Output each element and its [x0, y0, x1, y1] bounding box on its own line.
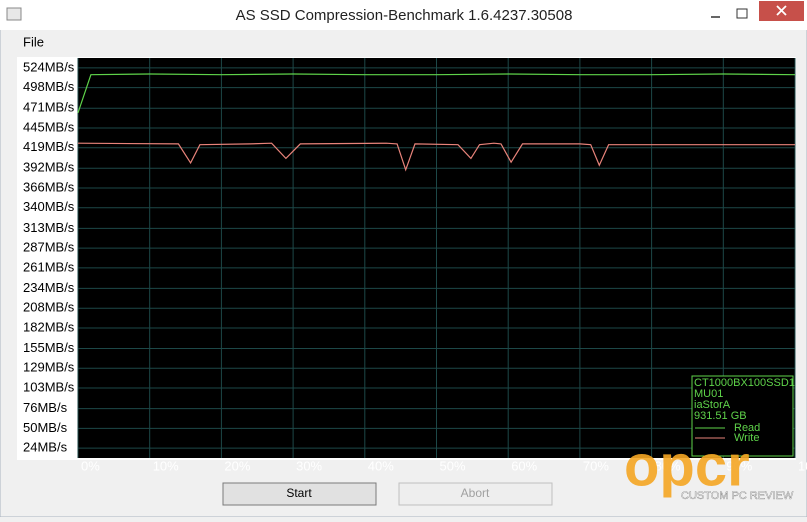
y-tick-label: 392MB/s [23, 160, 75, 175]
series-line [77, 73, 796, 113]
y-tick-label: 445MB/s [23, 119, 75, 134]
y-tick-label: 471MB/s [23, 100, 75, 115]
x-tick-label: 20% [224, 458, 250, 473]
abort-label: Abort [461, 486, 490, 500]
maximize-button[interactable] [736, 8, 748, 19]
x-tick-label: 50% [440, 458, 466, 473]
legend-label: Write [734, 432, 759, 444]
x-tick-label: 10% [153, 458, 179, 473]
y-tick-label: 155MB/s [23, 340, 75, 355]
x-tick-label: 90% [726, 458, 752, 473]
watermark-text: CUSTOM PC REVIEW [681, 490, 794, 502]
y-tick-label: 366MB/s [23, 179, 75, 194]
info-firmware: MU01 [694, 388, 723, 400]
axis-labels: 524MB/s 498MB/s 471MB/s 445MB/s 419MB/s 392MB… [23, 59, 807, 473]
x-tick-label: 70% [583, 458, 609, 473]
info-frame [691, 375, 794, 457]
window-title: AS SSD Compression-Benchmark 1.6.4237.30… [236, 7, 573, 24]
series-lines [77, 73, 796, 172]
info-box: CT1000BX100SSD1 MU01 iaStorA 931.51 GB R… [691, 375, 795, 457]
x-tick-label: 100% [798, 458, 807, 473]
y-tick-label: 76MB/s [23, 400, 68, 415]
series-line [77, 142, 795, 172]
y-tick-label: 208MB/s [23, 300, 75, 315]
info-size: 931.51 GB [694, 410, 747, 422]
y-tick-label: 524MB/s [23, 59, 75, 74]
x-tick-label: 60% [511, 458, 537, 473]
x-tick-label: 40% [368, 458, 394, 473]
y-tick-label: 103MB/s [23, 379, 75, 394]
x-tick-label: 0% [81, 458, 100, 473]
watermark: opcr CUSTOM PC REVIEW [624, 433, 794, 502]
y-tick-label: 419MB/s [23, 139, 75, 154]
grid [77, 58, 796, 458]
title-bar [0, 0, 807, 30]
y-tick-label: 182MB/s [23, 319, 75, 334]
menu-file[interactable]: File [23, 34, 44, 49]
y-tick-label: 313MB/s [23, 220, 75, 235]
y-tick-label: 498MB/s [23, 79, 75, 94]
close-icon [776, 5, 787, 16]
watermark-logo: opcr [624, 433, 750, 498]
y-tick-label: 234MB/s [23, 280, 75, 295]
abort-button [398, 482, 553, 506]
y-tick-label: 287MB/s [23, 240, 75, 255]
x-tick-label: 30% [296, 458, 322, 473]
x-tick-label: 80% [655, 458, 681, 473]
y-tick-label: 24MB/s [23, 440, 68, 455]
legend-label: Read [734, 422, 760, 434]
app-icon [6, 7, 22, 21]
info-driver: iaStorA [694, 399, 731, 411]
window-controls [711, 1, 804, 21]
y-tick-label: 261MB/s [23, 259, 75, 274]
y-tick-label: 340MB/s [23, 199, 75, 214]
y-tick-label: 50MB/s [23, 420, 68, 435]
y-tick-label: 129MB/s [23, 360, 75, 375]
start-label[interactable]: Start [286, 486, 312, 500]
start-button[interactable] [222, 482, 377, 506]
info-model: CT1000BX100SSD1 [694, 377, 795, 389]
